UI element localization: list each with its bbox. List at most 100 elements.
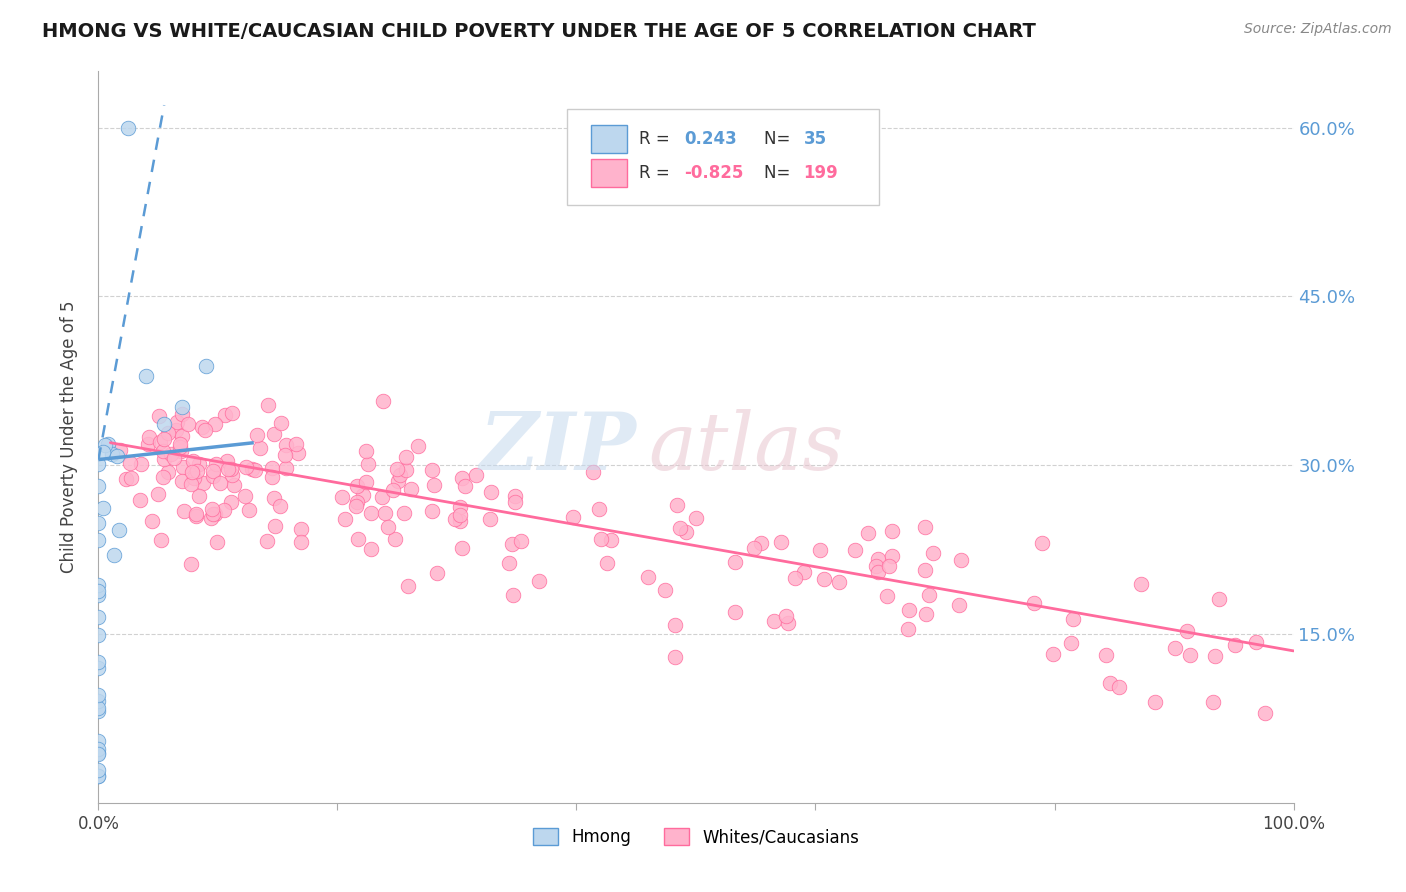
Point bbox=[276, 438, 298, 452]
Point bbox=[114, 472, 136, 486]
Point bbox=[453, 479, 475, 493]
Point bbox=[184, 509, 207, 524]
Text: 0.243: 0.243 bbox=[685, 130, 737, 148]
Point bbox=[205, 457, 228, 471]
Point bbox=[385, 461, 408, 475]
Point bbox=[138, 430, 160, 444]
Point bbox=[1143, 695, 1166, 709]
Point bbox=[152, 444, 174, 458]
Point bbox=[153, 417, 176, 431]
Point bbox=[87, 694, 110, 708]
Point bbox=[344, 500, 367, 514]
Text: R =: R = bbox=[638, 130, 675, 148]
Point bbox=[117, 120, 139, 135]
Point bbox=[222, 478, 245, 492]
Point bbox=[215, 454, 238, 468]
Point bbox=[503, 495, 526, 509]
Point bbox=[449, 500, 471, 515]
Point bbox=[156, 465, 179, 479]
Point bbox=[360, 506, 382, 520]
Point bbox=[201, 468, 224, 483]
Point bbox=[382, 483, 405, 498]
Point bbox=[330, 490, 353, 504]
Point bbox=[918, 588, 941, 602]
Point bbox=[87, 769, 110, 783]
Point bbox=[285, 437, 308, 451]
Point bbox=[110, 442, 132, 457]
Point bbox=[217, 462, 239, 476]
Point bbox=[87, 769, 110, 783]
Point bbox=[783, 571, 806, 585]
Point bbox=[221, 406, 243, 420]
Point bbox=[87, 457, 110, 471]
Point bbox=[509, 533, 531, 548]
Point bbox=[274, 449, 297, 463]
Point bbox=[87, 742, 110, 756]
Point bbox=[260, 470, 283, 484]
Point bbox=[450, 541, 472, 555]
Point bbox=[948, 598, 970, 612]
Point bbox=[749, 535, 772, 549]
Point bbox=[922, 546, 945, 560]
Point bbox=[118, 456, 141, 470]
Point bbox=[148, 487, 170, 501]
Point bbox=[287, 446, 309, 460]
Point bbox=[588, 502, 610, 516]
Point bbox=[898, 602, 921, 616]
Point bbox=[356, 443, 378, 458]
Point bbox=[406, 439, 429, 453]
Point bbox=[868, 565, 890, 579]
Point bbox=[264, 519, 287, 533]
Point bbox=[1204, 649, 1226, 664]
Point bbox=[844, 542, 866, 557]
Point bbox=[97, 437, 120, 451]
Point bbox=[1031, 536, 1053, 550]
Point bbox=[897, 622, 920, 636]
Point bbox=[876, 589, 898, 603]
Point bbox=[724, 556, 747, 570]
Point bbox=[346, 479, 368, 493]
Point bbox=[498, 556, 520, 570]
Point bbox=[186, 508, 208, 522]
Y-axis label: Child Poverty Under the Age of 5: Child Poverty Under the Age of 5 bbox=[59, 301, 77, 574]
Point bbox=[420, 463, 443, 477]
Point bbox=[191, 475, 214, 490]
Point bbox=[1062, 612, 1084, 626]
Point bbox=[637, 569, 659, 583]
Point bbox=[186, 464, 208, 478]
Text: -0.825: -0.825 bbox=[685, 164, 744, 182]
Point bbox=[108, 523, 131, 537]
Point bbox=[101, 447, 124, 461]
Point bbox=[352, 487, 374, 501]
Point bbox=[190, 420, 212, 434]
Point bbox=[87, 533, 110, 548]
Point bbox=[181, 465, 204, 479]
Point bbox=[865, 559, 887, 574]
Point bbox=[449, 508, 471, 522]
Point bbox=[169, 437, 191, 451]
Point bbox=[201, 502, 224, 516]
Point bbox=[148, 434, 170, 449]
Point bbox=[384, 532, 406, 546]
Point bbox=[399, 483, 422, 497]
Point bbox=[249, 441, 271, 455]
Point bbox=[246, 428, 269, 442]
Point bbox=[141, 514, 163, 528]
Point bbox=[449, 514, 471, 528]
Point bbox=[1164, 641, 1187, 656]
Point bbox=[87, 661, 110, 675]
Point bbox=[214, 409, 236, 423]
Text: N=: N= bbox=[763, 130, 796, 148]
Point bbox=[422, 478, 444, 492]
Point bbox=[392, 506, 415, 520]
Point bbox=[793, 565, 815, 579]
Point bbox=[221, 467, 243, 482]
Point bbox=[194, 423, 217, 437]
Point bbox=[1095, 648, 1118, 662]
Point bbox=[1130, 576, 1153, 591]
Point bbox=[256, 534, 278, 549]
Point bbox=[219, 495, 242, 509]
Point bbox=[200, 510, 222, 524]
Point bbox=[395, 450, 418, 464]
Point bbox=[238, 502, 260, 516]
